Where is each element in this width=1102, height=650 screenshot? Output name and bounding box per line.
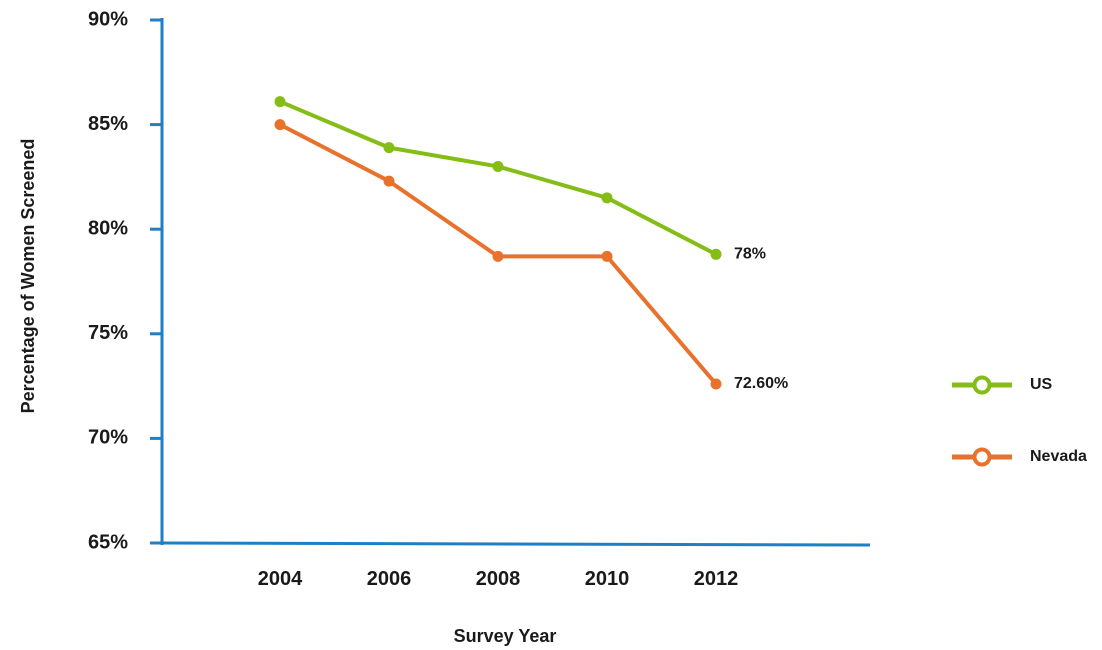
x-axis-line	[161, 541, 871, 547]
y-tick-label: 75%	[88, 322, 128, 344]
data-point	[601, 250, 613, 262]
data-label: 72.60%	[734, 375, 788, 392]
legend-marker	[972, 447, 992, 467]
y-tick-label: 90%	[88, 8, 128, 30]
legend-marker	[972, 375, 992, 395]
data-point	[601, 192, 613, 204]
legend-label: Nevada	[1030, 448, 1087, 465]
y-axis-title: Percentage of Women Screened	[18, 139, 38, 414]
data-point	[383, 142, 395, 154]
data-point	[274, 119, 286, 131]
x-tick-label: 2004	[258, 568, 303, 590]
y-tick-label: 65%	[88, 531, 128, 553]
data-point	[710, 378, 722, 390]
y-tick-label: 85%	[88, 113, 128, 135]
data-point	[710, 248, 722, 260]
data-label: 78%	[734, 246, 766, 263]
x-axis-title: Survey Year	[454, 626, 557, 646]
x-tick-label: 2010	[585, 568, 630, 590]
data-point	[383, 175, 395, 187]
legend-label: US	[1030, 376, 1053, 393]
data-point	[492, 250, 504, 262]
x-tick-label: 2008	[476, 568, 521, 590]
x-tick-label: 2012	[694, 568, 739, 590]
data-point	[274, 96, 286, 108]
data-point	[492, 160, 504, 172]
y-tick-label: 80%	[88, 217, 128, 239]
x-tick-label: 2006	[367, 568, 412, 590]
y-tick-label: 70%	[88, 427, 128, 449]
series-line-us	[279, 99, 717, 257]
